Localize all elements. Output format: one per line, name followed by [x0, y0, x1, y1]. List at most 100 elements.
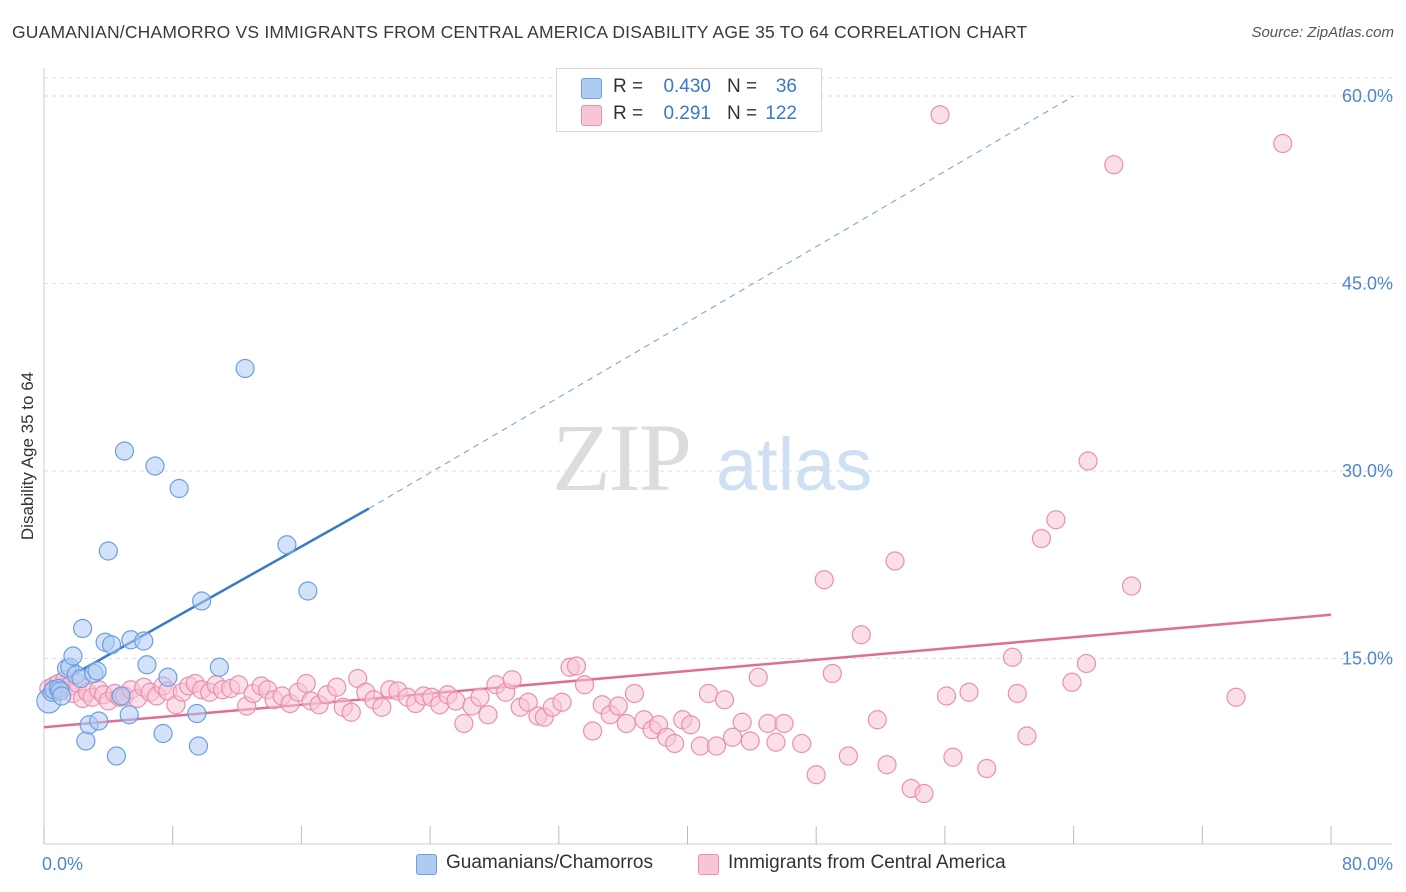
trendline-guamanian-extension [368, 95, 1074, 509]
point-central-america [698, 683, 719, 704]
point-central-america [714, 690, 735, 710]
point-guamanian [277, 535, 297, 555]
point-central-america [766, 732, 786, 752]
point-central-america [616, 713, 636, 734]
point-central-america [582, 721, 603, 741]
axes [43, 68, 1392, 845]
legend-label-guamanian: Guamanians/Chamorros [446, 852, 653, 873]
point-guamanian [89, 711, 109, 731]
point-central-america [372, 697, 392, 717]
point-central-america [930, 105, 950, 125]
point-guamanian [98, 541, 118, 561]
n-label: N = [727, 76, 758, 97]
chart-title: GUAMANIAN/CHAMORRO VS IMMIGRANTS FROM CE… [12, 22, 1028, 42]
legend-row-guamanian: R = 0.430 N = 36 [557, 75, 821, 101]
data-points [36, 105, 1293, 804]
point-central-america [936, 686, 957, 706]
n-value: 122 [765, 103, 797, 124]
point-central-america [552, 692, 572, 712]
point-central-america [877, 755, 897, 775]
legend-swatch-central-america [698, 854, 719, 875]
point-central-america [814, 570, 834, 590]
point-guamanian [209, 657, 229, 677]
point-central-america [851, 625, 871, 645]
point-guamanian [114, 441, 135, 461]
point-guamanian [187, 703, 207, 724]
x-tick-label: 80.0% [1342, 854, 1393, 874]
y-tick-label: 30.0% [1342, 461, 1393, 481]
point-central-america [792, 733, 812, 754]
point-central-america [740, 731, 760, 751]
watermark-zip: ZIP [552, 404, 690, 511]
point-guamanian [298, 581, 318, 601]
trendline-central-america [43, 613, 1332, 729]
point-guamanian [76, 731, 96, 751]
point-central-america [665, 733, 685, 754]
point-central-america [566, 656, 587, 676]
point-central-america [1078, 451, 1098, 471]
point-central-america [943, 747, 963, 767]
point-guamanian [52, 686, 72, 706]
point-central-america [732, 712, 752, 732]
point-central-america [1121, 576, 1142, 596]
point-central-america [478, 705, 498, 725]
point-central-america [748, 667, 768, 687]
point-central-america [690, 736, 710, 756]
source-label: Source: ZipAtlas.com [1251, 24, 1394, 41]
point-guamanian [192, 591, 212, 611]
point-central-america [608, 696, 628, 716]
point-central-america [774, 713, 794, 734]
legend-swatch-guamanian [581, 78, 602, 99]
point-guamanian [235, 358, 255, 379]
point-central-america [914, 783, 934, 804]
n-label: N = [727, 103, 758, 124]
point-guamanian [145, 456, 165, 476]
watermark-atlas: atlas [716, 423, 872, 506]
point-guamanian [111, 686, 131, 706]
point-central-america [1104, 155, 1124, 175]
point-central-america [1007, 683, 1027, 704]
point-central-america [806, 765, 826, 785]
legend-swatch-central-america [581, 105, 602, 126]
point-central-america [681, 715, 701, 735]
series-legend: Guamanians/Chamorros Immigrants from Cen… [0, 852, 1406, 878]
point-guamanian [134, 631, 154, 651]
r-value: 0.291 [663, 103, 711, 124]
point-central-america [1046, 510, 1066, 530]
point-guamanian [169, 478, 189, 499]
point-central-america [296, 673, 316, 694]
legend-row-central-america: R = 0.291 N = 122 [557, 102, 821, 128]
point-central-america [502, 670, 522, 690]
point-central-america [327, 677, 347, 697]
r-label: R = [613, 103, 644, 124]
point-central-america [758, 713, 778, 734]
legend-swatch-guamanian [416, 854, 437, 875]
point-guamanian [101, 635, 122, 655]
tick-labels: 15.0% 30.0% 45.0% 60.0% 0.0% 80.0% [42, 86, 1393, 874]
point-central-america [446, 691, 466, 711]
point-central-america [822, 663, 842, 684]
point-central-america [867, 710, 887, 730]
y-tick-label: 45.0% [1342, 274, 1393, 294]
point-central-america [574, 675, 595, 695]
point-central-america [229, 675, 249, 695]
correlation-legend: R = 0.430 N = 36 R = 0.291 N = 122 [556, 68, 822, 132]
point-central-america [1076, 653, 1097, 674]
point-guamanian [63, 646, 83, 666]
point-central-america [885, 551, 905, 571]
point-guamanian [158, 667, 178, 687]
point-guamanian [119, 705, 139, 725]
point-central-america [1062, 672, 1082, 692]
point-central-america [1226, 687, 1246, 707]
point-guamanian [153, 723, 173, 744]
point-central-america [1017, 726, 1037, 746]
point-guamanian [87, 661, 107, 681]
y-axis-label: Disability Age 35 to 64 [18, 372, 37, 540]
y-tick-label: 60.0% [1342, 86, 1393, 106]
point-central-america [1031, 528, 1052, 549]
point-central-america [470, 687, 490, 707]
point-central-america [341, 702, 361, 722]
n-value: 36 [775, 76, 797, 97]
point-central-america [977, 758, 997, 779]
